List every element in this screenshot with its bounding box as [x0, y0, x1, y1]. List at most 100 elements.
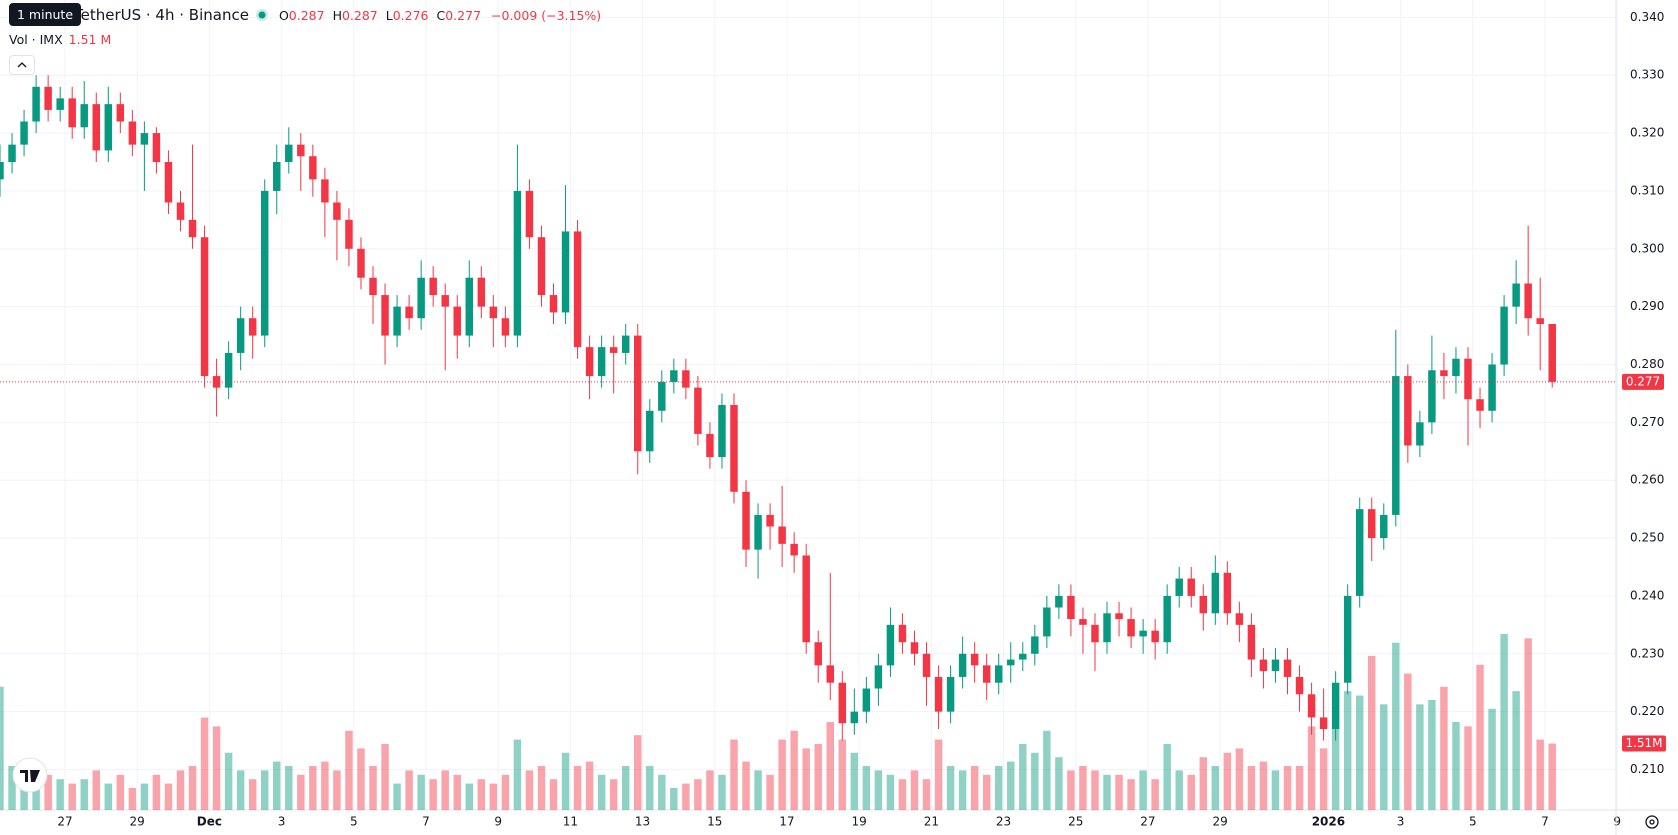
volume-bar [658, 774, 666, 810]
volume-bar [1235, 748, 1244, 810]
candle-body [1452, 358, 1460, 377]
volume-bar [682, 783, 690, 810]
x-tick-label: 27 [1140, 815, 1155, 829]
volume-bar [489, 783, 498, 810]
volume-bar [321, 761, 329, 810]
volume-bar [224, 752, 233, 810]
candle-body [1091, 624, 1099, 643]
volume-bar [441, 770, 449, 810]
candle-body [1307, 694, 1316, 718]
volume-bar [1368, 655, 1376, 810]
candle-body [537, 237, 546, 296]
x-tick-label: 9 [494, 815, 502, 829]
chevron-icon [17, 62, 27, 68]
candle-body [321, 179, 329, 203]
ohlc-key: C [436, 7, 446, 23]
volume-bar [381, 743, 389, 810]
volume-bar [1476, 664, 1484, 810]
candle-body [561, 231, 570, 313]
volume-bar [0, 686, 4, 810]
volume-bar [1187, 774, 1195, 810]
volume-bar [513, 739, 522, 810]
volume-bar [850, 752, 859, 810]
volume-bar [128, 787, 137, 810]
y-tick-label: 0.270 [1630, 415, 1664, 429]
candle-body [236, 318, 245, 353]
candle-body [549, 295, 558, 313]
volume-bar [646, 765, 654, 810]
ohlc-legend: O0.287 H0.287 L0.276 C0.277 −0.009 (−3.1… [275, 8, 601, 23]
volume-bar [1055, 757, 1063, 810]
candle-body [646, 410, 654, 452]
x-tick-label: 7 [422, 815, 430, 829]
volume-bar [1007, 761, 1015, 810]
candle-body [200, 237, 209, 377]
candle-body [802, 555, 810, 643]
settings-icon[interactable] [1645, 815, 1659, 829]
candle-body [982, 665, 991, 683]
volume-bar [501, 774, 510, 810]
volume-bar [994, 765, 1003, 810]
candle-body [1271, 659, 1280, 672]
candle-body [1223, 572, 1232, 614]
x-tick-label: 27 [57, 815, 72, 829]
volume-bar [1067, 770, 1075, 810]
volume-bar [477, 779, 486, 810]
candle-body [513, 190, 522, 336]
volume-bar [1428, 699, 1436, 810]
volume-bar [1380, 704, 1388, 810]
candle-body [32, 86, 40, 122]
volume-bar [1319, 748, 1328, 810]
candle-body [1067, 595, 1075, 620]
candle-body [1392, 376, 1400, 515]
volume-bar [754, 770, 762, 810]
candle-body [92, 104, 100, 151]
volume-bar [1139, 770, 1147, 810]
volume-bar [1211, 765, 1220, 810]
volume-bar [80, 779, 88, 810]
volume-bar [188, 765, 197, 810]
volume-bar [1416, 704, 1424, 810]
candle-body [1536, 318, 1544, 324]
candle-body [958, 653, 967, 677]
x-tick-label: 2026 [1312, 815, 1345, 829]
volume-bar [405, 770, 413, 810]
x-tick-label: 5 [350, 815, 358, 829]
volume-bar [585, 761, 594, 810]
candle-body [176, 202, 185, 220]
candle-body [1319, 717, 1328, 729]
volume-bar [886, 774, 895, 810]
volume-bar [212, 726, 221, 810]
candle-body [128, 121, 137, 145]
candle-body [1259, 659, 1268, 672]
volume-value: 1.51 M [68, 32, 112, 47]
y-tick-label: 0.230 [1630, 646, 1664, 660]
y-tick-label: 0.210 [1630, 762, 1664, 776]
volume-title: Vol · IMX [9, 32, 63, 47]
candle-body [1055, 595, 1063, 608]
symbol-title[interactable]: TetherUS · 4h · Binance [74, 6, 249, 24]
candle-body [1355, 509, 1364, 596]
candle-body [393, 306, 401, 336]
x-tick-label: 21 [924, 815, 939, 829]
candle-body [273, 162, 281, 191]
collapse-button[interactable] [9, 55, 35, 75]
volume-bar [1271, 770, 1280, 810]
x-tick-label: 29 [1212, 815, 1227, 829]
y-tick-label: 0.250 [1630, 531, 1664, 545]
ohlc-key: H [332, 7, 342, 23]
candle-body [345, 219, 353, 249]
candle-body [68, 98, 76, 128]
volume-bar [982, 774, 991, 810]
volume-bar [68, 783, 76, 810]
x-tick-label: 15 [707, 815, 722, 829]
volume-bar [260, 770, 269, 810]
candle-body [381, 295, 389, 336]
candle-body [1175, 578, 1183, 596]
volume-bar [200, 717, 209, 810]
volume-bar [369, 765, 377, 810]
volume-bar [32, 774, 40, 810]
candle-body [1380, 514, 1388, 539]
volume-legend: Vol · IMX 1.51 M [9, 32, 111, 47]
